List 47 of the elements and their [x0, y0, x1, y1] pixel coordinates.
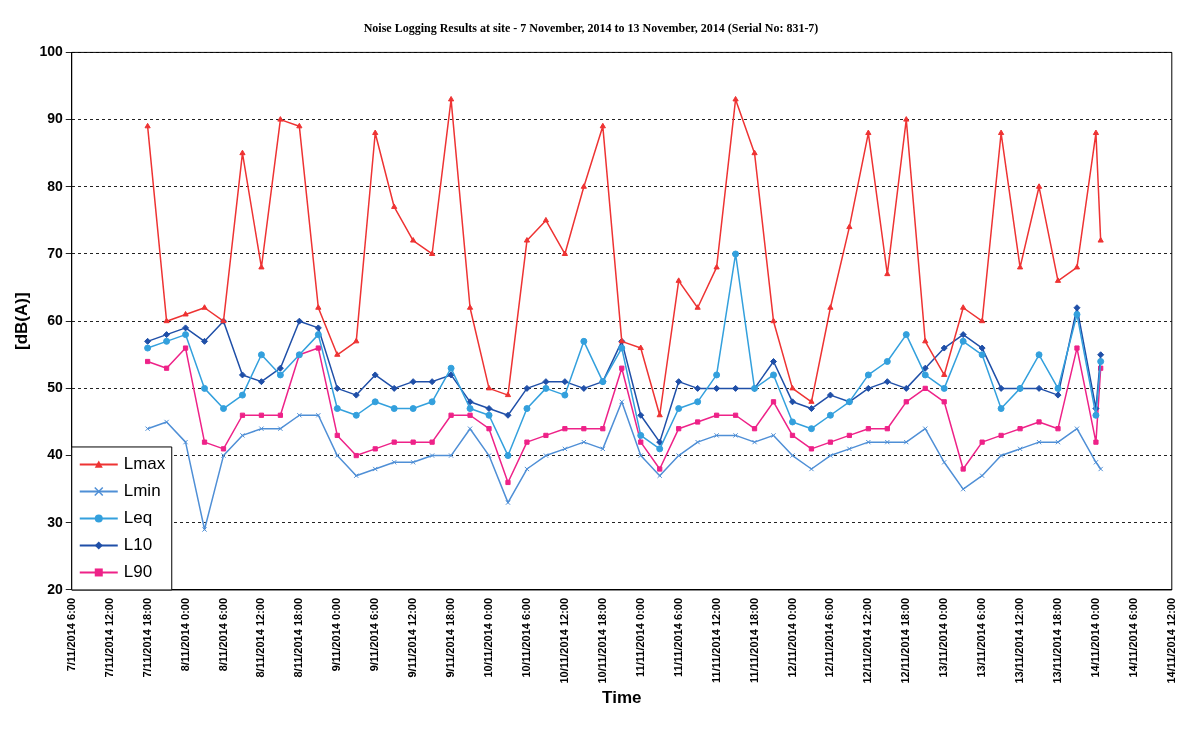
- x-tick-label: 10/11/2014 0:00: [482, 597, 495, 678]
- y-tick-label: 70: [47, 244, 63, 261]
- y-tick-label: 50: [47, 379, 63, 396]
- x-tick-label: 10/11/2014 18:00: [595, 597, 608, 684]
- x-tick-label: 8/11/2014 12:00: [254, 597, 267, 678]
- legend-label: L90: [123, 562, 153, 582]
- x-tick-label: 7/11/2014 12:00: [102, 597, 115, 678]
- x-tick-label: 14/11/2014 6:00: [1126, 597, 1139, 678]
- x-axis-title: Time: [602, 688, 642, 708]
- x-tick-label: 12/11/2014 12:00: [861, 597, 874, 684]
- x-tick-label: 13/11/2014 18:00: [1051, 597, 1064, 684]
- x-tick-label: 7/11/2014 6:00: [64, 597, 77, 672]
- legend-label: Lmax: [123, 454, 166, 474]
- x-tick-label: 9/11/2014 0:00: [330, 597, 343, 672]
- x-tick-label: 8/11/2014 6:00: [216, 597, 229, 672]
- x-tick-label: 9/11/2014 18:00: [444, 597, 457, 678]
- legend-label: Lmin: [123, 481, 161, 501]
- y-tick-label: 80: [47, 177, 63, 194]
- x-tick-label: 8/11/2014 18:00: [292, 597, 305, 678]
- x-tick-label: 11/11/2014 0:00: [633, 597, 646, 677]
- y-tick-label: 100: [39, 43, 63, 60]
- y-tick-label: 20: [47, 580, 63, 597]
- x-tick-label: 13/11/2014 12:00: [1013, 597, 1026, 684]
- x-tick-label: 12/11/2014 6:00: [823, 597, 836, 678]
- x-tick-label: 13/11/2014 0:00: [937, 597, 950, 678]
- x-tick-label: 14/11/2014 12:00: [1164, 597, 1177, 684]
- x-tick-label: 11/11/2014 6:00: [671, 597, 684, 677]
- x-tick-label: 9/11/2014 6:00: [368, 597, 381, 672]
- chart-title: Noise Logging Results at site - 7 November, 2014 to 13 November, 2014 (Serial No: 831-7): [363, 21, 819, 36]
- y-tick-label: 90: [47, 110, 63, 127]
- y-tick-label: 30: [47, 513, 63, 530]
- x-tick-label: 12/11/2014 18:00: [899, 597, 912, 684]
- legend-label: L10: [123, 535, 153, 555]
- y-axis-title: [dB(A)]: [11, 292, 31, 350]
- x-tick-label: 7/11/2014 18:00: [140, 597, 153, 678]
- x-tick-label: 11/11/2014 18:00: [747, 597, 760, 683]
- y-tick-label: 40: [47, 446, 63, 463]
- x-tick-label: 9/11/2014 12:00: [406, 597, 419, 678]
- legend-label: Leq: [123, 508, 153, 528]
- x-tick-label: 12/11/2014 0:00: [785, 597, 798, 678]
- x-tick-label: 10/11/2014 12:00: [557, 597, 570, 684]
- x-tick-label: 10/11/2014 6:00: [519, 597, 532, 678]
- y-tick-label: 60: [47, 312, 63, 329]
- x-tick-label: 11/11/2014 12:00: [709, 597, 722, 683]
- x-tick-label: 13/11/2014 6:00: [975, 597, 988, 678]
- x-tick-label: 14/11/2014 0:00: [1088, 597, 1101, 678]
- x-tick-label: 8/11/2014 0:00: [178, 597, 191, 672]
